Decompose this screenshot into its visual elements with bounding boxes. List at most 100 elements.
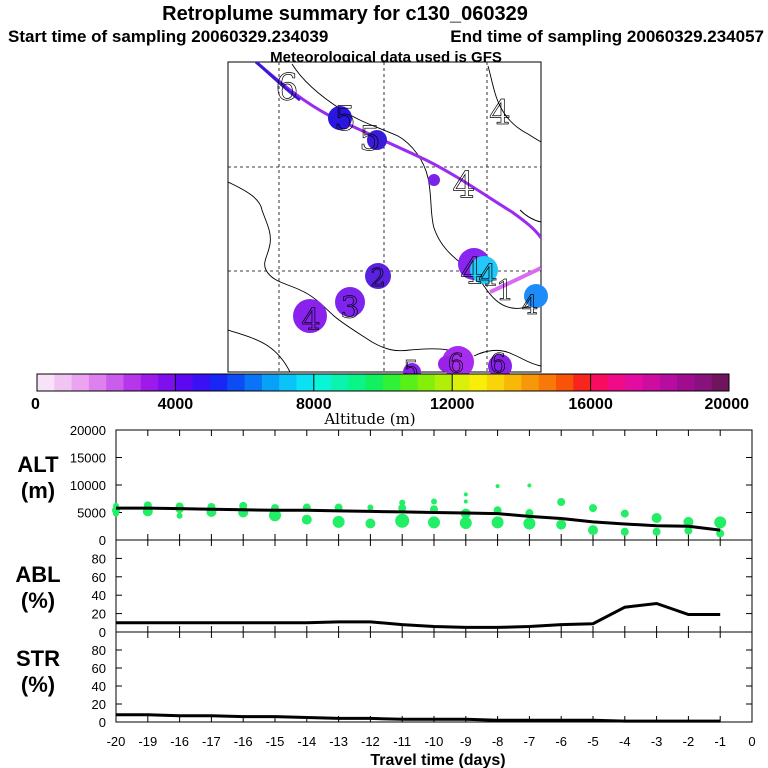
altitude-point [557,498,566,507]
plume-marker [488,354,512,378]
y-tick-label: 0 [99,533,106,548]
colorbar-swatch [452,374,470,391]
colorbar-swatch [37,374,55,391]
x-tick-label: -1 [714,734,726,749]
abl-line [116,601,721,629]
str-line [116,713,721,723]
x-tick-label: -3 [651,734,663,749]
colorbar-swatch [694,374,713,391]
y-tick-label: 10000 [70,478,106,493]
map-frame [227,61,542,373]
x-tick-label: -10 [425,734,444,749]
x-tick-label: -19 [138,734,157,749]
x-tick-label: -15 [266,734,285,749]
panel-abl: 0 20 40 60 80 ABL(%) [15,539,753,640]
x-tick-label: -5 [587,734,599,749]
plume-label: 4 [489,93,511,133]
panel-frame [115,539,753,633]
colorbar-tick-label: 0 [31,396,40,413]
colorbar-swatch [348,374,367,391]
y-tick-label: 15000 [70,451,106,466]
colorbar-swatch [573,374,592,391]
plume-label: 5 [334,99,356,139]
colorbar-swatch [434,374,453,391]
colorbar-swatch [106,374,124,391]
y-tick-label: 60 [92,661,106,676]
colorbar-swatch [71,374,90,391]
plume-marker [328,106,352,130]
panel-str: 0 20 40 60 80 STR(%) [16,631,753,730]
colorbar-swatch [296,374,315,391]
x-tick-label: -12 [361,734,380,749]
panel-ylabel-name: ALT [17,452,59,477]
x-tick-label: 0 [748,734,755,749]
altitude-point [589,504,597,513]
panel-ylabel-unit: (%) [21,588,55,613]
x-tick-label: -16 [170,734,189,749]
y-tick-label: 80 [92,551,106,566]
colorbar-swatch [140,374,159,391]
plume-label: 6 [490,349,507,379]
end-time-label: End time of sampling 20060329.234057 [450,27,764,46]
plume-marker [335,287,365,317]
colorbar-swatch [261,374,280,391]
altitude-point [523,517,536,530]
plume-label: 6 [276,68,299,109]
altitude-median-line [116,506,721,532]
altitude-point [491,516,504,529]
plume-markers [293,106,548,381]
altitude-point [527,483,532,488]
x-tick-label: -17 [202,734,221,749]
x-tick-label: -14 [297,734,316,749]
colorbar-swatch [210,374,228,391]
colorbar-swatch [54,374,73,391]
y-tick-label: 20000 [70,423,106,438]
altitude-point [399,499,406,506]
plume-label: 5 [359,119,381,159]
panel-ylabel-unit: (m) [21,478,55,503]
colorbar-swatch [331,374,349,391]
plume-marker [470,256,498,284]
x-tick-label: -4 [619,734,631,749]
altitude-point [367,504,374,511]
y-tick-label: 80 [92,643,106,658]
x-tick-label: -9 [460,734,472,749]
colorbar-swatch [158,374,176,391]
y-tick-label: 20 [92,607,106,622]
altitude-point [459,516,472,529]
colorbar-swatch [677,374,695,391]
x-tick-label: -20 [107,734,126,749]
colorbar-tick-label: 8000 [296,396,332,413]
y-tick-label: 5000 [77,506,106,521]
plume-label: 4 [461,252,484,293]
altitude-point [428,516,440,529]
x-tick-label: -8 [492,734,504,749]
colorbar-swatch [642,374,661,391]
altitude-point [176,512,183,519]
plume-marker [365,263,391,289]
y-tick-label: 40 [92,588,106,603]
x-tick-label: -16 [234,734,253,749]
colorbar-tick-label: 4000 [158,396,194,413]
plume-marker [524,284,548,308]
colorbar-swatch [711,374,730,391]
figure-title: Retroplume summary for c130_060329 [162,3,528,25]
colorbar-swatch [659,374,678,391]
plume-marker [428,174,440,186]
altitude-point [620,527,629,536]
plume-marker [293,299,327,333]
colorbar-swatch [486,374,505,391]
altitude-point [365,518,376,529]
start-time-label: Start time of sampling 20060329.234039 [8,27,328,46]
plume-label: 2 [370,264,385,292]
panel-ylabel-name: STR [16,646,60,671]
colorbar-swatch [400,374,419,391]
y-tick-label: 60 [92,570,106,585]
altitude-point [495,484,500,489]
plume-label: 4 [301,303,320,338]
altitude-point [113,510,119,517]
panel-frame [115,631,753,723]
altitude-point [716,529,725,538]
